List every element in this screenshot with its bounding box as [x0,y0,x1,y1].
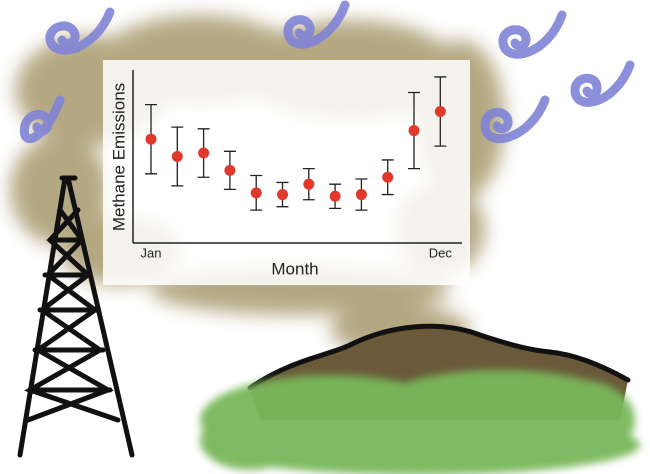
chart-panel [103,60,470,285]
data-point [408,125,420,137]
data-point [355,189,367,201]
data-point [434,106,446,118]
x-axis-label: Month [271,259,318,278]
radio-tower [17,175,135,458]
data-point [250,187,262,199]
data-point [198,147,210,159]
x-tick-label: Jan [141,245,162,260]
data-point [171,151,183,162]
x-tick-label: Dec [429,245,453,260]
data-point [382,171,394,183]
wind-swirls [19,0,635,144]
hill [200,323,640,474]
data-point [329,190,341,202]
data-point [224,164,236,176]
data-point [145,133,157,145]
data-point [277,189,288,201]
y-axis-label: Methane Emissions [109,83,128,231]
data-point [303,178,315,190]
